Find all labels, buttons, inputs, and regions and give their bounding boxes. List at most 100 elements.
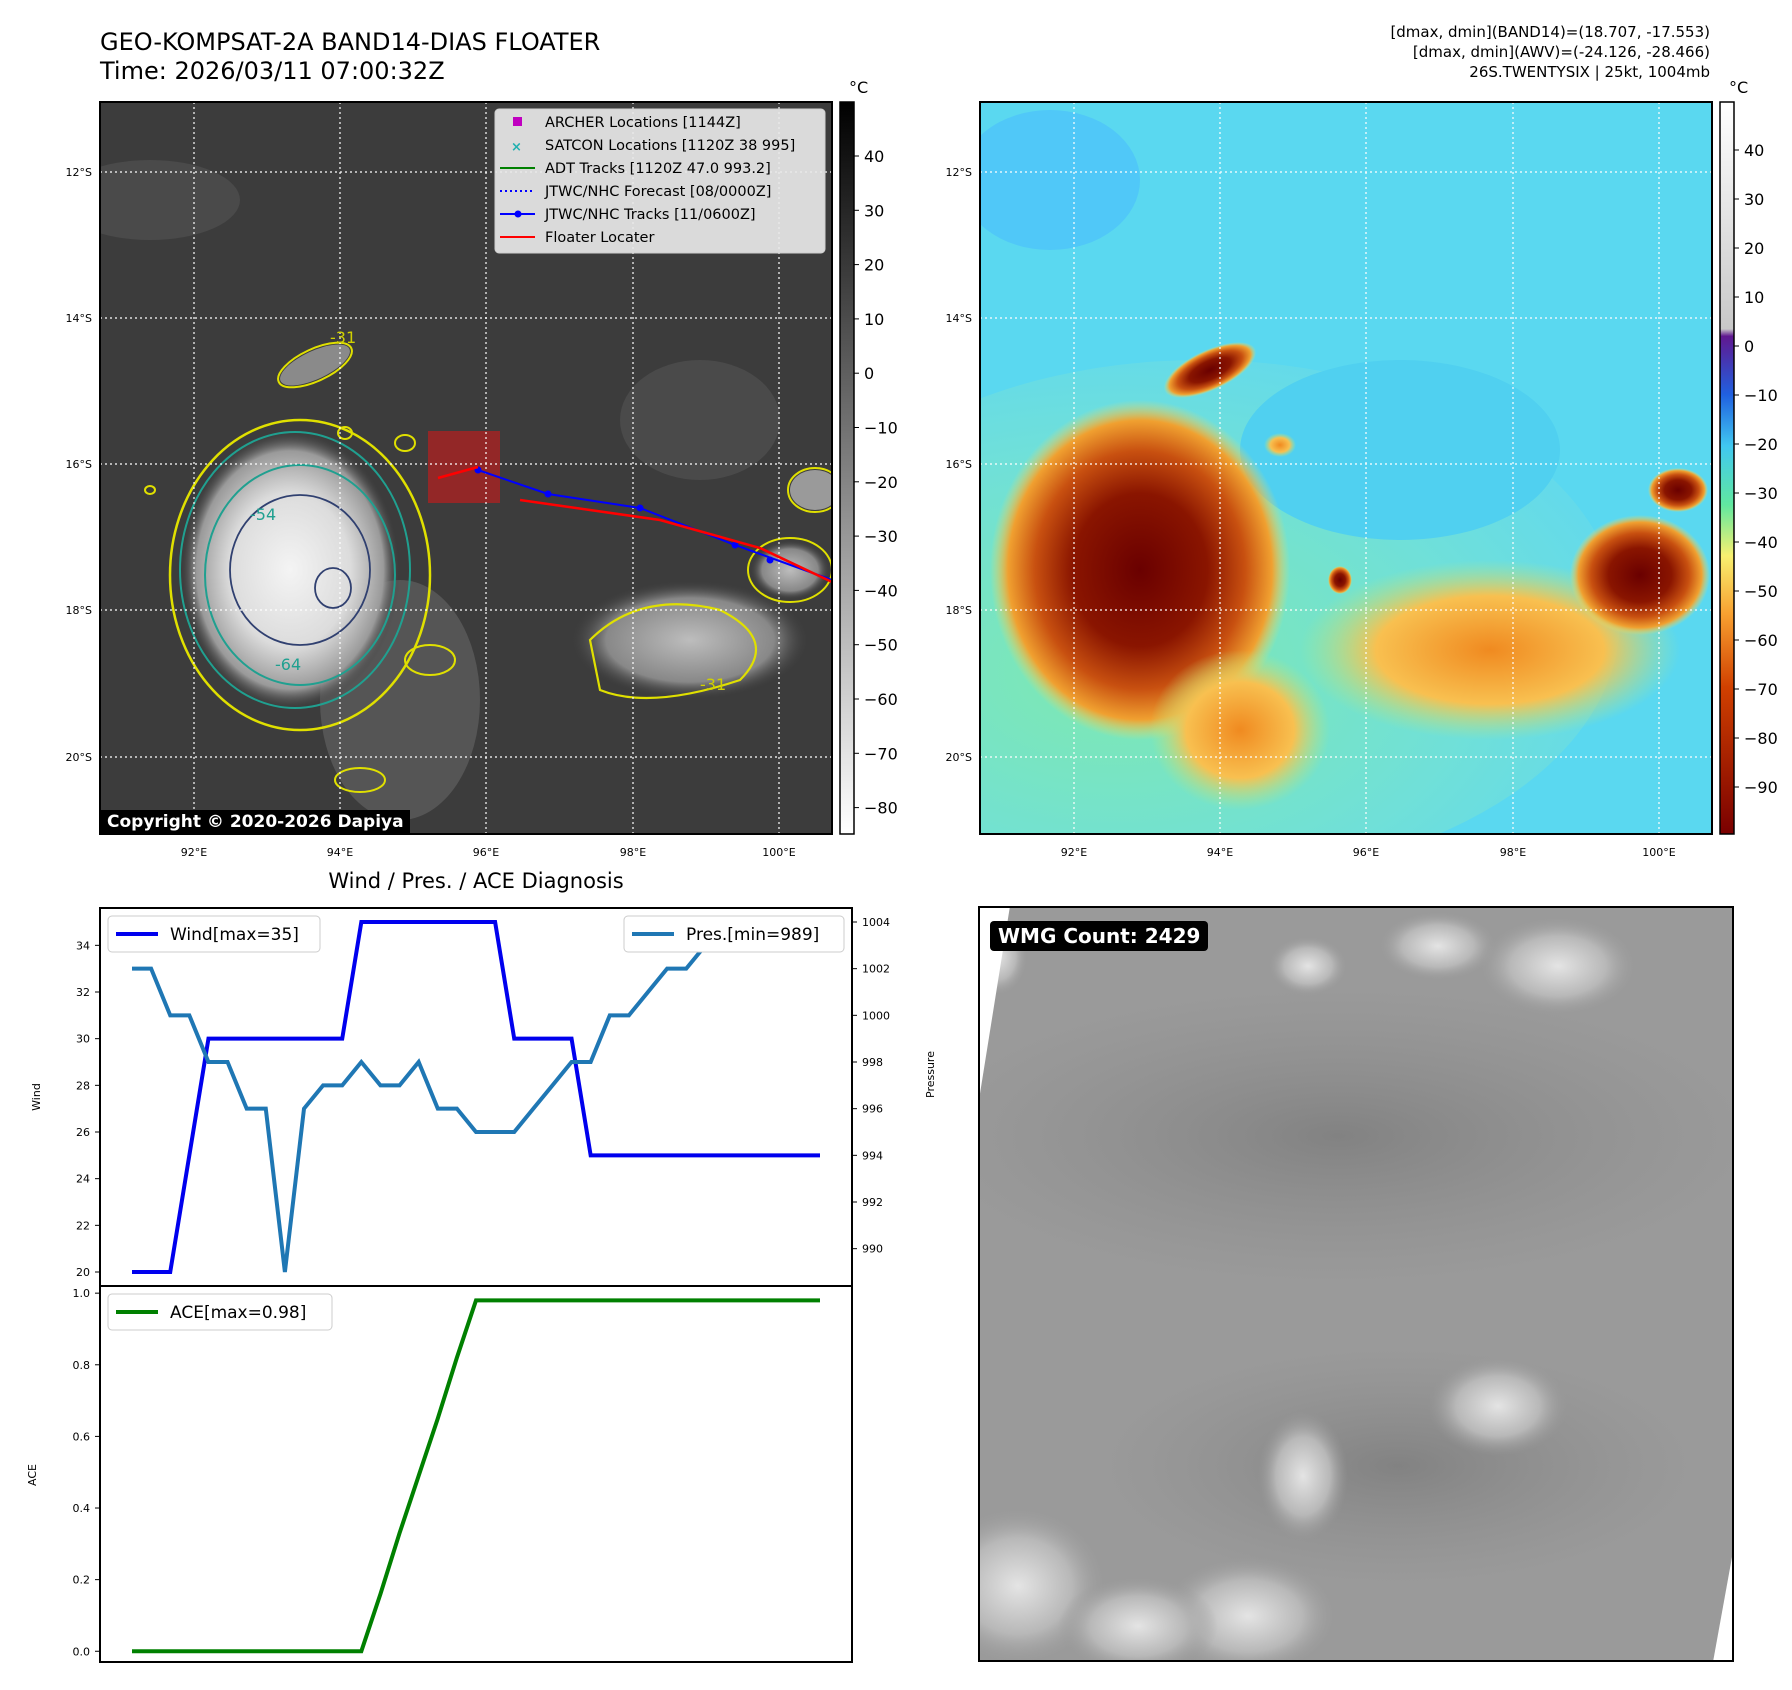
ir-lat-labels: 12°S 14°S 16°S 18°S 20°S <box>66 166 92 764</box>
colorbar-tick-label: −80 <box>864 799 898 818</box>
colorbar-tick-label: −80 <box>1744 729 1778 748</box>
lon-label: 100°E <box>762 846 795 859</box>
y2-tick-label: 1004 <box>862 916 890 929</box>
color-lon-labels: 92°E 94°E 96°E 98°E 100°E <box>1061 846 1676 859</box>
lon-label: 92°E <box>1061 846 1087 859</box>
lon-label: 94°E <box>1207 846 1233 859</box>
wmg-panel <box>978 906 1734 1662</box>
lon-label: 96°E <box>473 846 499 859</box>
colorbar-tick-label: 20 <box>1744 239 1764 258</box>
colorbar-tick-label: 10 <box>864 310 884 329</box>
plot-frame <box>99 1285 853 1663</box>
pressure-legend <box>623 915 845 953</box>
lat-label: 12°S <box>66 166 92 179</box>
ir-legend: ARCHER Locations [1144Z] × SATCON Locati… <box>494 108 826 254</box>
ir-lon-labels: 92°E 94°E 96°E 98°E 100°E <box>181 846 796 859</box>
legend-label: Floater Locater <box>545 230 654 246</box>
lat-label: 16°S <box>946 458 972 471</box>
chart-title: Wind / Pres. / ACE Diagnosis <box>328 869 623 893</box>
storm-info: 26S.TWENTYSIX | 25kt, 1004mb <box>1469 63 1710 81</box>
lat-label: 20°S <box>946 751 972 764</box>
legend-label: ARCHER Locations [1144Z] <box>545 115 741 131</box>
colorbar-tick-label: 40 <box>1744 141 1764 160</box>
colorbar-tick-label: 40 <box>864 147 884 166</box>
contour-label: -64 <box>275 655 301 674</box>
x-marker-icon: × <box>511 140 522 155</box>
square-marker-icon <box>513 117 522 126</box>
diagnosis-charts: Wind / Pres. / ACE Diagnosis 20 22 24 26 28 3… <box>26 869 890 1663</box>
colorbar-tick-label: −30 <box>1744 484 1778 503</box>
y-tick-label: 24 <box>76 1173 90 1186</box>
plot-frame <box>99 907 853 1287</box>
colorbar-tick-label: −10 <box>864 419 898 438</box>
ir-colorbar-unit: °C <box>849 78 869 97</box>
lon-label: 98°E <box>1500 846 1526 859</box>
copyright-badge: Copyright © 2020-2026 Dapiya <box>101 810 410 834</box>
series-line <box>132 920 820 1274</box>
colorbar-tick-label: 20 <box>864 256 884 275</box>
ace-legend <box>107 1293 333 1331</box>
colorbar-tick-label: −40 <box>864 581 898 600</box>
colorbar-tick-label: 0 <box>1744 337 1754 356</box>
colorbar-tick-label: 0 <box>864 364 874 383</box>
color-lat-labels: 12°S 14°S 16°S 18°S 20°S <box>946 166 972 764</box>
lat-label: 20°S <box>66 751 92 764</box>
colorbar-tick-label: −50 <box>864 636 898 655</box>
pressure-axis-label-text: Pressure <box>924 1051 937 1098</box>
y2-tick-label: 1000 <box>862 1009 890 1022</box>
legend-label: ADT Tracks [1120Z 47.0 993.2] <box>545 161 771 177</box>
y-tick-label: 26 <box>76 1126 90 1139</box>
lon-label: 96°E <box>1353 846 1379 859</box>
y-tick-label: 20 <box>76 1266 90 1279</box>
color-colorbar <box>1719 101 1735 835</box>
lat-label: 14°S <box>66 312 92 325</box>
lat-label: 18°S <box>946 604 972 617</box>
y2-tick-label: 994 <box>862 1149 883 1162</box>
colorbar-tick-label: −40 <box>1744 533 1778 552</box>
wind-axis-label: Wind <box>30 1083 43 1111</box>
colorbar-tick-label: 10 <box>1744 288 1764 307</box>
band14-range: [dmax, dmin](BAND14)=(18.707, -17.553) <box>1390 23 1710 41</box>
colorbar-tick-label: −10 <box>1744 386 1778 405</box>
color-enhanced-map: 12°S14°S16°S18°S20°S 92°E 94°E 96°E 98°E 100… <box>946 101 1778 859</box>
y2-tick-label: 998 <box>862 1056 883 1069</box>
y2-tick-label: 992 <box>862 1196 883 1209</box>
legend-label: SATCON Locations [1120Z 38 995] <box>545 138 795 154</box>
lon-label: 98°E <box>620 846 646 859</box>
y-tick-label: 28 <box>76 1079 90 1092</box>
y-tick-label: 0.2 <box>73 1574 91 1587</box>
colorbar-tick-label: −90 <box>1744 778 1778 797</box>
y-tick-label: 0.4 <box>73 1502 91 1515</box>
ir-satellite-map: -31 -54 -64 -31 12°S 14°S 16°S 18°S 20°S 92°… <box>66 101 898 859</box>
awv-range: [dmax, dmin](AWV)=(-24.126, -28.466) <box>1412 43 1710 61</box>
y2-tick-label: 990 <box>862 1243 883 1256</box>
contour-label: -31 <box>700 675 726 694</box>
lat-label: 16°S <box>66 458 92 471</box>
y-tick-label: 32 <box>76 986 90 999</box>
wind-legend <box>107 915 321 953</box>
y-tick-label: 0.0 <box>73 1645 91 1658</box>
legend-label: Pres.[min=989] <box>686 925 819 945</box>
colorbar-tick-label: −20 <box>864 473 898 492</box>
colorbar-tick-label: −30 <box>864 527 898 546</box>
contour-label: -31 <box>330 328 356 347</box>
timestamp: Time: 2026/03/11 07:00:32Z <box>100 57 445 85</box>
colorbar-tick-label: −20 <box>1744 435 1778 454</box>
colorbar-tick-label: 30 <box>1744 190 1764 209</box>
colorbar-tick-label: −60 <box>1744 631 1778 650</box>
y2-tick-label: 996 <box>862 1103 883 1116</box>
ir-colorbar <box>839 101 855 835</box>
legend-label: JTWC/NHC Forecast [08/0000Z] <box>544 184 771 200</box>
legend-label: Wind[max=35] <box>170 925 299 945</box>
legend-label: JTWC/NHC Tracks [11/0600Z] <box>544 207 756 223</box>
y-tick-label: 22 <box>76 1219 90 1232</box>
main-title: GEO-KOMPSAT-2A BAND14-DIAS FLOATER <box>100 28 601 56</box>
y-tick-label: 30 <box>76 1033 90 1046</box>
wmg-count-badge: WMG Count: 2429 <box>990 921 1209 951</box>
lat-label: 14°S <box>946 312 972 325</box>
y-tick-label: 34 <box>76 939 90 952</box>
colorbar-tick-label: −70 <box>1744 680 1778 699</box>
colorbar-tick-label: 30 <box>864 201 884 220</box>
lon-label: 100°E <box>1642 846 1675 859</box>
colorbar-tick-label: −60 <box>864 690 898 709</box>
